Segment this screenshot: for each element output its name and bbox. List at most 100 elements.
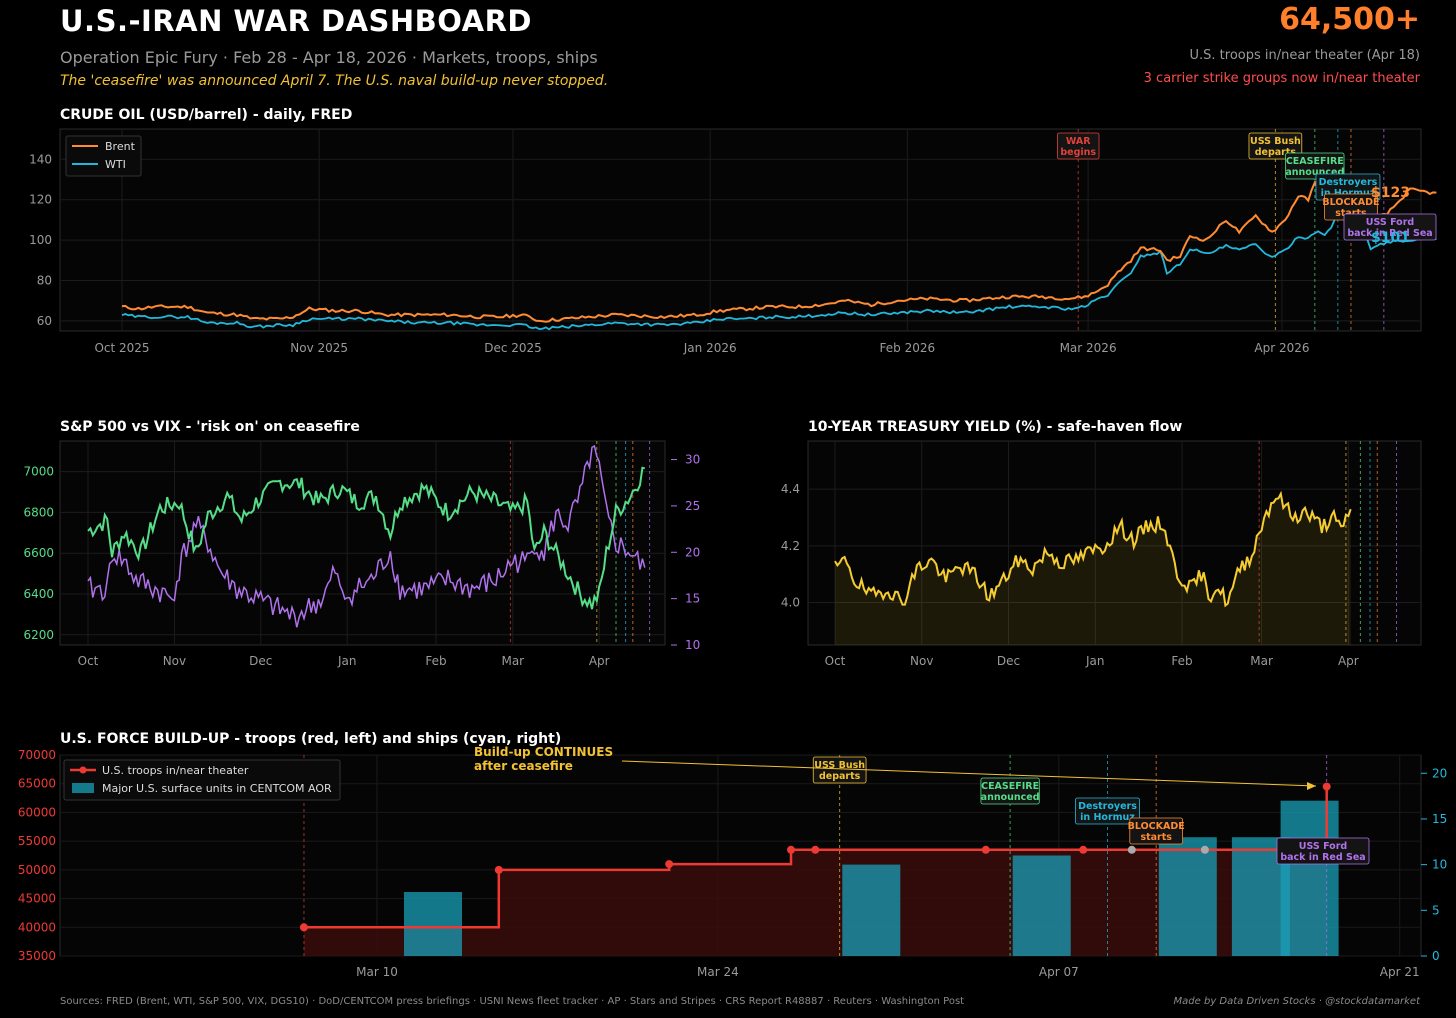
spx-x-tick: Feb [425, 654, 446, 668]
ships-y-tick: 15 [1432, 812, 1447, 826]
spx-x-tick: Apr [589, 654, 610, 668]
force-label-ceasefire-text: CEASEFIRE [981, 781, 1039, 792]
oil-y-tick: 140 [29, 152, 52, 166]
brent-line [121, 177, 1437, 323]
troops-marker [665, 860, 674, 869]
oil-label-bush-text: departs [1255, 147, 1297, 158]
spx-plot-area [59, 440, 666, 646]
spx-y-tick: 6800 [23, 505, 54, 519]
troops-marker [494, 865, 503, 874]
force-x-tick: Apr 21 [1380, 965, 1420, 979]
oil-x-tick: Feb 2026 [880, 341, 936, 355]
oil-label-ceasefire-box [1285, 152, 1345, 180]
force-label-ford-text: back in Red Sea [1280, 852, 1365, 863]
sp500-line [87, 466, 646, 610]
troops-y-tick: 45000 [18, 892, 56, 906]
vix-y-tick: 15 [685, 592, 700, 606]
spx-x-tick: Dec [249, 654, 272, 668]
treasury-y-tick: 4.4 [781, 482, 800, 496]
force-label-destroyers-text: Destroyers [1078, 801, 1137, 812]
oil-label-blockade-text: starts [1335, 208, 1367, 219]
ships-y-tick: 5 [1432, 903, 1440, 917]
spx-y-tick: 6400 [23, 587, 54, 601]
troops-marker [1079, 845, 1088, 854]
legend-ships-swatch [72, 783, 94, 793]
force-label-destroyers-text: in Hormuz [1080, 812, 1135, 823]
legend-ships-label: Major U.S. surface units in CENTCOM AOR [102, 782, 332, 795]
troops-y-tick: 50000 [18, 863, 56, 877]
vix-y-tick: 30 [685, 453, 700, 467]
troops-marker [1127, 845, 1136, 854]
oil-label-war-text: WAR [1066, 136, 1091, 147]
force-label-bush-text: USS Bush [814, 760, 865, 771]
force-label-blockade-text: starts [1140, 832, 1172, 843]
troops-marker [811, 845, 820, 854]
troops-y-tick: 65000 [18, 777, 56, 791]
spx-x-tick: Mar [501, 654, 524, 668]
oil-y-tick: 80 [37, 274, 52, 288]
oil-label-ceasefire-text: CEASEFIRE [1286, 156, 1344, 167]
spx-chart-title: S&P 500 vs VIX - 'risk on' on ceasefire [60, 419, 360, 435]
oil-y-tick: 100 [29, 233, 52, 247]
troops-marker [981, 845, 990, 854]
force-label-ford-box [1276, 837, 1370, 865]
force-label-destroyers-box [1075, 797, 1140, 825]
force-legend [63, 759, 341, 801]
buildup-arrow [621, 760, 1317, 787]
headline-label: U.S. troops in/near theater (Apr 18) [1189, 48, 1420, 63]
oil-label-bush-box [1248, 132, 1303, 160]
force-label-blockade-box [1129, 817, 1184, 845]
vix-y-tick: 20 [685, 545, 700, 559]
treasury-chart-title: 10-YEAR TREASURY YIELD (%) - safe-haven … [808, 419, 1183, 435]
oil-label-ford-text: USS Ford [1366, 217, 1414, 228]
treasury-x-tick: Jan [1085, 654, 1105, 668]
ships-y-tick: 10 [1432, 858, 1447, 872]
treasury-y-tick: 4.2 [781, 539, 800, 553]
vix-y-tick: 10 [685, 638, 700, 652]
oil-label-blockade-text: BLOCKADE [1322, 197, 1379, 208]
troops-marker [787, 845, 795, 854]
headline-number: 64,500+ [1279, 2, 1420, 37]
legend-troops-label: U.S. troops in/near theater [102, 764, 249, 777]
vix-line [87, 444, 646, 628]
force-x-tick: Apr 07 [1039, 965, 1079, 979]
footer-sources: Sources: FRED (Brent, WTI, S&P 500, VIX,… [60, 996, 965, 1007]
treasury-x-tick: Feb [1171, 654, 1192, 668]
ships-y-tick: 20 [1432, 766, 1447, 780]
page-title: U.S.-IRAN WAR DASHBOARD [60, 4, 532, 38]
legend-wti-label: WTI [105, 158, 126, 171]
oil-label-ceasefire-text: announced [1285, 167, 1344, 178]
wti-line [121, 211, 1437, 331]
buildup-annotation-line-2: after ceasefire [474, 759, 573, 773]
ships-bar-0 [404, 892, 462, 956]
troops-y-tick: 40000 [18, 920, 56, 934]
treasury-x-tick: Oct [825, 654, 846, 668]
buildup-arrowhead [1307, 782, 1316, 790]
troops-marker [1200, 845, 1209, 854]
vix-y-tick: 25 [685, 499, 700, 513]
page-subtitle: Operation Epic Fury · Feb 28 - Apr 18, 2… [60, 48, 598, 67]
legend-brent-label: Brent [105, 140, 136, 153]
buildup-annotation-line-1: Build-up CONTINUES [474, 745, 614, 759]
ships-bar-5 [1280, 800, 1339, 956]
treasury-x-tick: Apr [1338, 654, 1359, 668]
troops-marker [1322, 782, 1331, 791]
oil-x-tick: Oct 2025 [94, 341, 149, 355]
spx-x-tick: Oct [78, 654, 99, 668]
treasury-y-tick: 4.0 [781, 596, 800, 610]
troops-y-tick: 70000 [18, 748, 56, 762]
brent-end-label: $123 [1371, 185, 1410, 201]
oil-y-tick: 120 [29, 193, 52, 207]
oil-label-bush-text: USS Bush [1250, 136, 1301, 147]
spx-x-tick: Nov [163, 654, 186, 668]
oil-label-war-text: begins [1060, 147, 1096, 158]
